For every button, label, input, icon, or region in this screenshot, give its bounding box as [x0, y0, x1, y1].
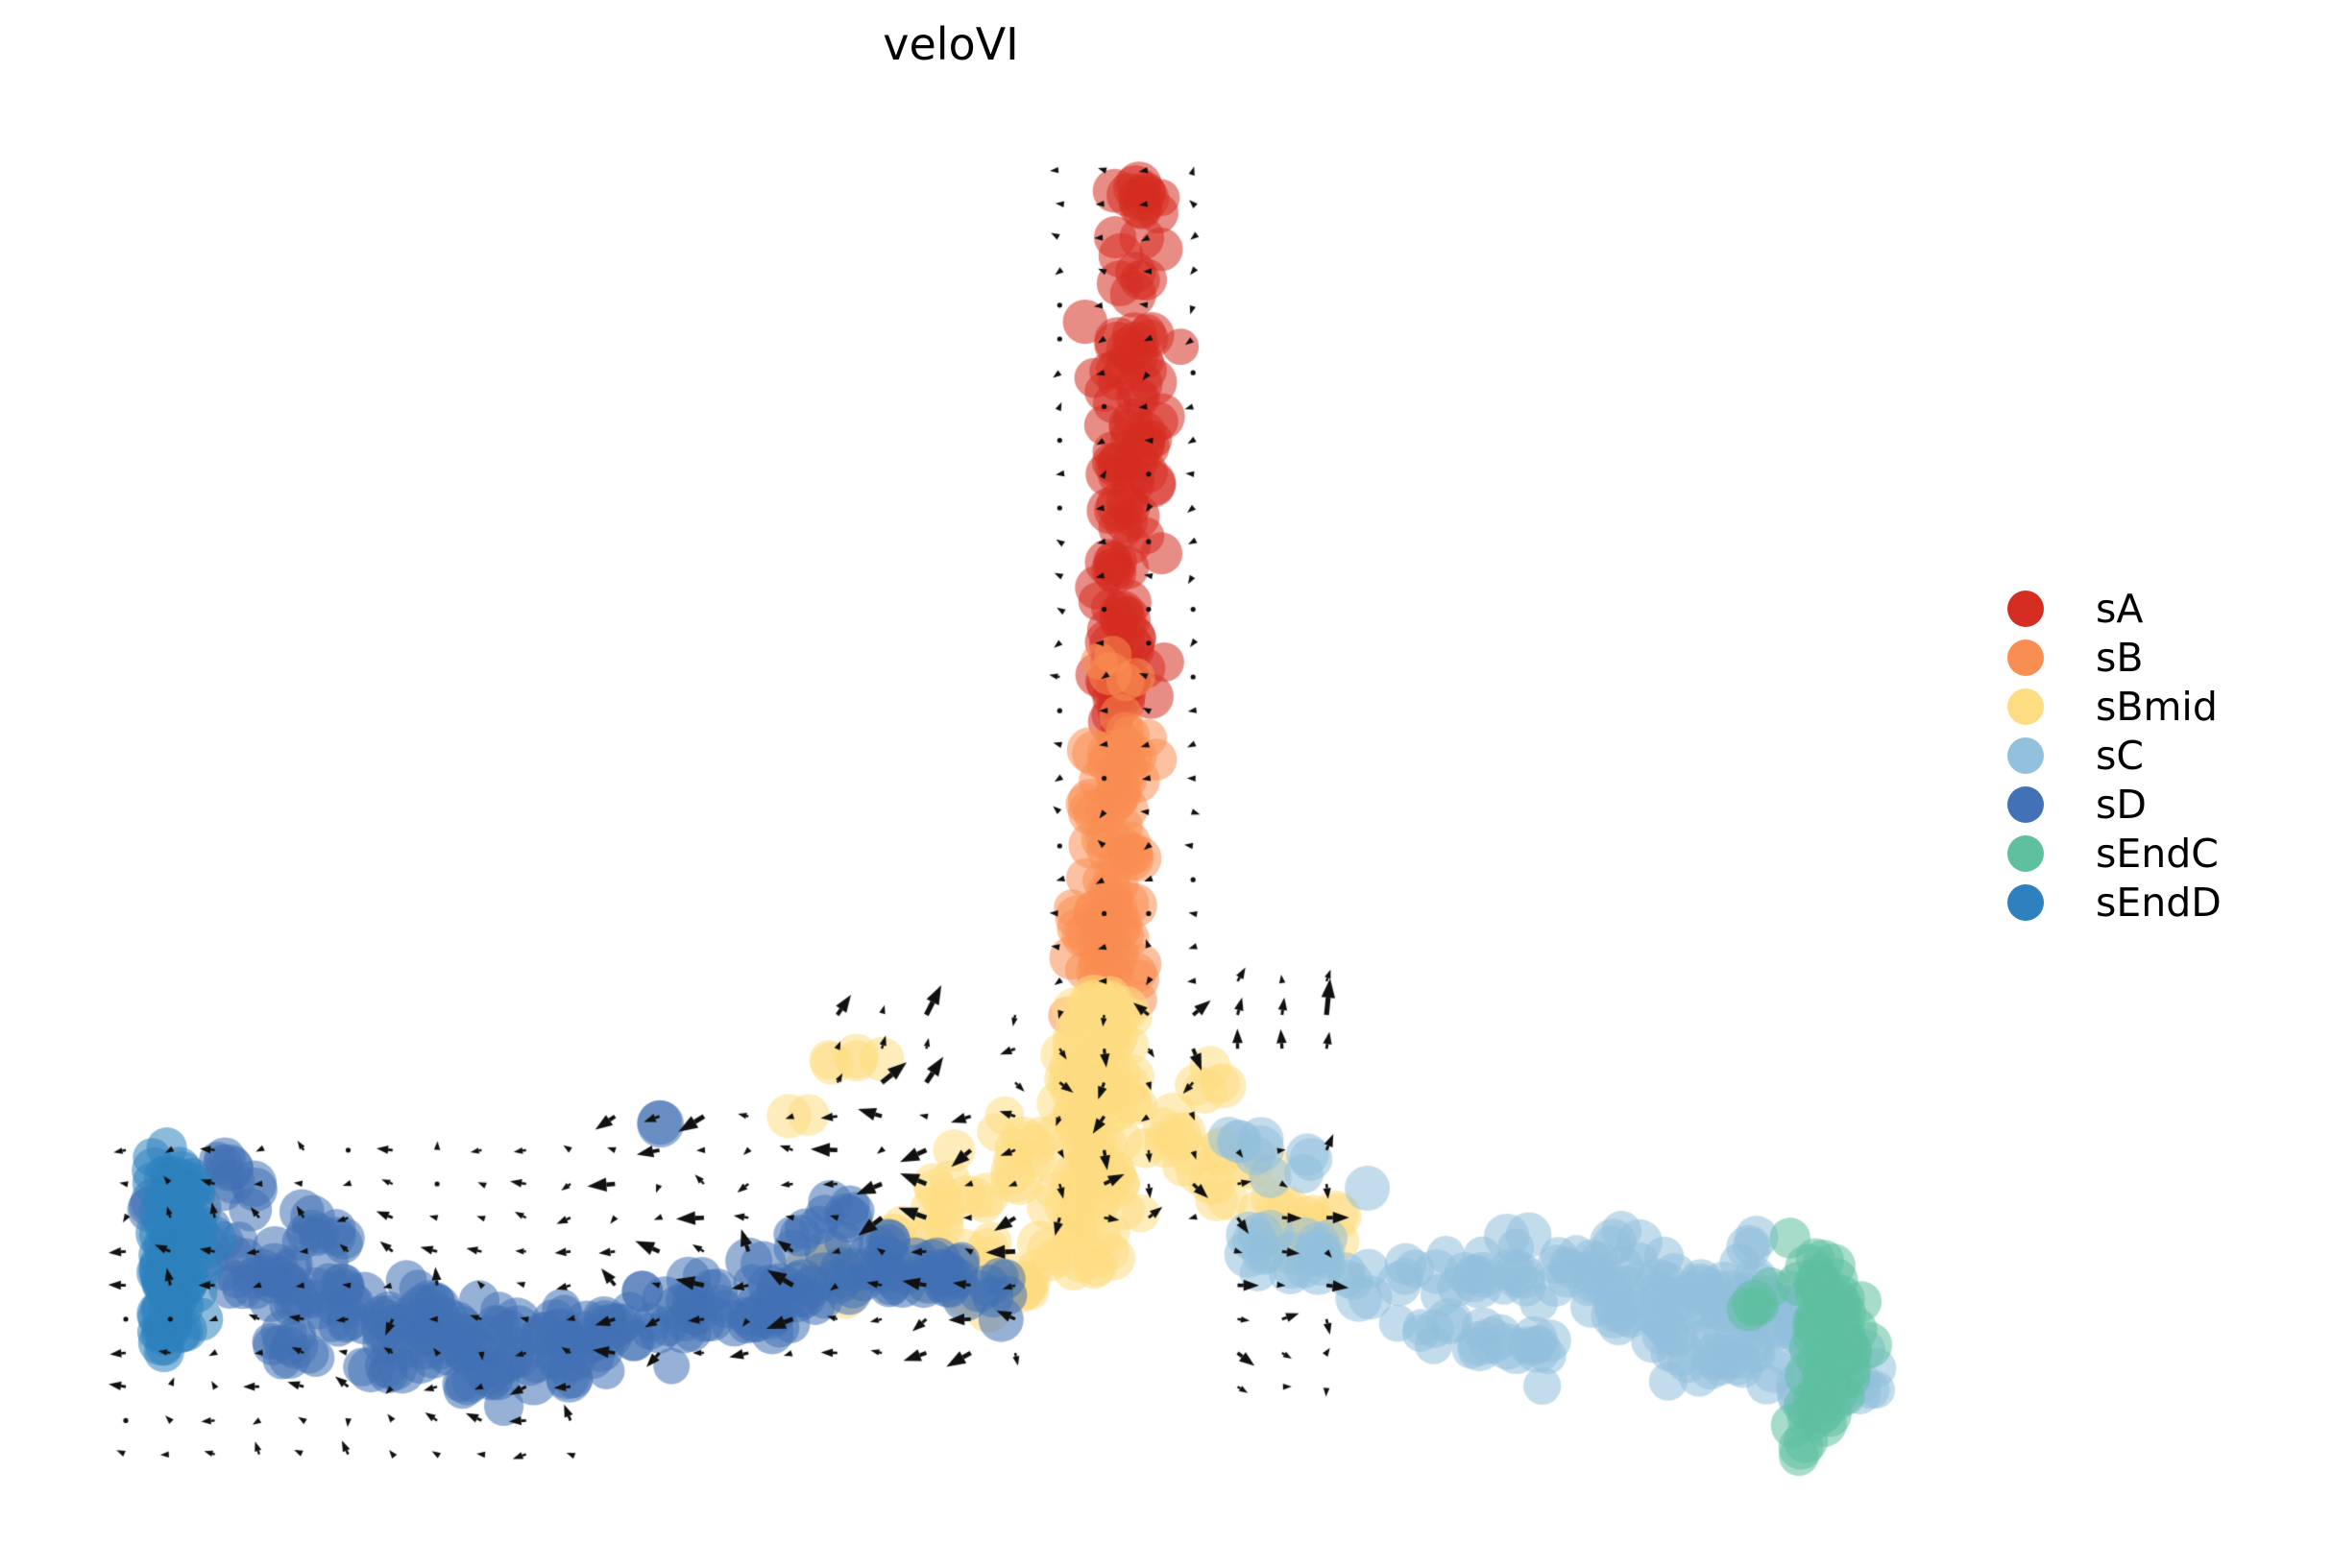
legend-item-sEndD[interactable]: sEndD — [2007, 878, 2324, 927]
legend-label: sA — [2096, 585, 2144, 632]
legend-item-sB[interactable]: sB — [2007, 633, 2324, 682]
legend-label: sBmid — [2096, 683, 2218, 730]
legend-swatch-icon — [2007, 688, 2044, 725]
legend-swatch-icon — [2007, 883, 2044, 921]
legend-label: sD — [2096, 781, 2147, 828]
legend-item-sA[interactable]: sA — [2007, 584, 2324, 633]
legend-item-sBmid[interactable]: sBmid — [2007, 682, 2324, 731]
legend: sA sB sBmid sC sD sEndC sEndD — [2007, 584, 2324, 927]
legend-item-sEndC[interactable]: sEndC — [2007, 829, 2324, 878]
legend-swatch-icon — [2007, 834, 2044, 872]
legend-label: sEndD — [2096, 879, 2222, 926]
legend-swatch-icon — [2007, 590, 2044, 627]
legend-label: sB — [2096, 634, 2144, 681]
legend-item-sC[interactable]: sC — [2007, 731, 2324, 780]
legend-item-sD[interactable]: sD — [2007, 780, 2324, 829]
legend-label: sC — [2096, 732, 2144, 779]
legend-swatch-icon — [2007, 785, 2044, 823]
legend-swatch-icon — [2007, 639, 2044, 676]
legend-label: sEndC — [2096, 830, 2219, 877]
legend-swatch-icon — [2007, 736, 2044, 774]
